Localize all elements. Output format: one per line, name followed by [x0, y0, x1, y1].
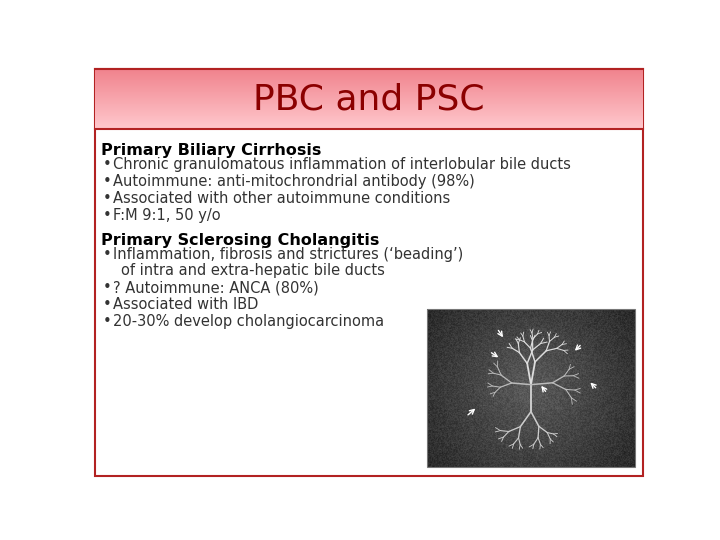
Bar: [96, 80, 642, 82]
Bar: [427, 309, 635, 467]
Text: ? Autoimmune: ANCA (80%): ? Autoimmune: ANCA (80%): [113, 280, 319, 295]
Text: •: •: [103, 280, 112, 295]
Bar: [96, 106, 642, 107]
Text: •: •: [103, 247, 112, 261]
Bar: [96, 77, 642, 78]
Bar: [96, 128, 642, 130]
Bar: [96, 123, 642, 125]
Bar: [96, 101, 642, 103]
Bar: [96, 122, 642, 124]
Bar: [96, 91, 642, 92]
Bar: [96, 105, 642, 106]
Bar: [96, 96, 642, 97]
Bar: [96, 95, 642, 97]
Text: •: •: [103, 191, 112, 206]
Bar: [96, 111, 642, 112]
Text: •: •: [103, 298, 112, 312]
Bar: [96, 120, 642, 122]
Bar: [96, 87, 642, 89]
Bar: [96, 85, 642, 86]
Bar: [96, 127, 642, 129]
Text: •: •: [103, 174, 112, 189]
Bar: [96, 76, 642, 77]
Text: Chronic granulomatous inflammation of interlobular bile ducts: Chronic granulomatous inflammation of in…: [113, 157, 571, 172]
Bar: [96, 110, 642, 111]
Bar: [96, 114, 642, 116]
Bar: [96, 121, 642, 123]
Bar: [96, 119, 642, 120]
Bar: [96, 83, 642, 84]
Text: •: •: [103, 314, 112, 329]
Text: Primary Biliary Cirrhosis: Primary Biliary Cirrhosis: [101, 143, 321, 158]
Bar: [96, 98, 642, 99]
Bar: [96, 117, 642, 118]
Text: of intra and extra-hepatic bile ducts: of intra and extra-hepatic bile ducts: [121, 264, 385, 279]
Text: Inflammation, fibrosis and strictures (‘beading’): Inflammation, fibrosis and strictures (‘…: [113, 247, 464, 261]
Bar: [96, 115, 642, 117]
Bar: [96, 99, 642, 100]
Bar: [96, 73, 642, 75]
Bar: [96, 82, 642, 84]
Text: •: •: [103, 157, 112, 172]
Text: 20-30% develop cholangiocarcinoma: 20-30% develop cholangiocarcinoma: [113, 314, 384, 329]
Bar: [96, 126, 642, 127]
Bar: [96, 88, 642, 90]
FancyBboxPatch shape: [94, 70, 644, 476]
Bar: [96, 79, 642, 80]
Bar: [96, 75, 642, 77]
Bar: [96, 70, 642, 71]
Bar: [96, 104, 642, 105]
Bar: [96, 81, 642, 83]
Text: Associated with other autoimmune conditions: Associated with other autoimmune conditi…: [113, 191, 451, 206]
Bar: [96, 108, 642, 110]
Bar: [96, 74, 642, 76]
Bar: [96, 100, 642, 102]
Bar: [96, 118, 642, 119]
Text: Primary Sclerosing Cholangitis: Primary Sclerosing Cholangitis: [101, 233, 379, 248]
Bar: [96, 107, 642, 109]
Bar: [96, 94, 642, 96]
Text: PBC and PSC: PBC and PSC: [253, 83, 485, 117]
Bar: [96, 71, 642, 72]
Bar: [96, 103, 642, 104]
Bar: [96, 124, 642, 125]
Bar: [96, 78, 642, 79]
Bar: [96, 93, 642, 94]
Bar: [96, 89, 642, 90]
Bar: [96, 72, 642, 73]
Text: F:M 9:1, 50 y/o: F:M 9:1, 50 y/o: [113, 208, 221, 223]
Bar: [96, 90, 642, 91]
Bar: [96, 125, 642, 126]
Bar: [96, 112, 642, 113]
Bar: [96, 97, 642, 98]
Text: Autoimmune: anti-mitochrondrial antibody (98%): Autoimmune: anti-mitochrondrial antibody…: [113, 174, 475, 189]
Bar: [96, 92, 642, 93]
Bar: [96, 84, 642, 85]
Bar: [96, 102, 642, 104]
Bar: [96, 86, 642, 87]
Bar: [96, 69, 642, 70]
Bar: [96, 113, 642, 114]
Text: Associated with IBD: Associated with IBD: [113, 298, 258, 312]
Bar: [96, 116, 642, 118]
Bar: [96, 109, 642, 111]
Text: •: •: [103, 208, 112, 223]
